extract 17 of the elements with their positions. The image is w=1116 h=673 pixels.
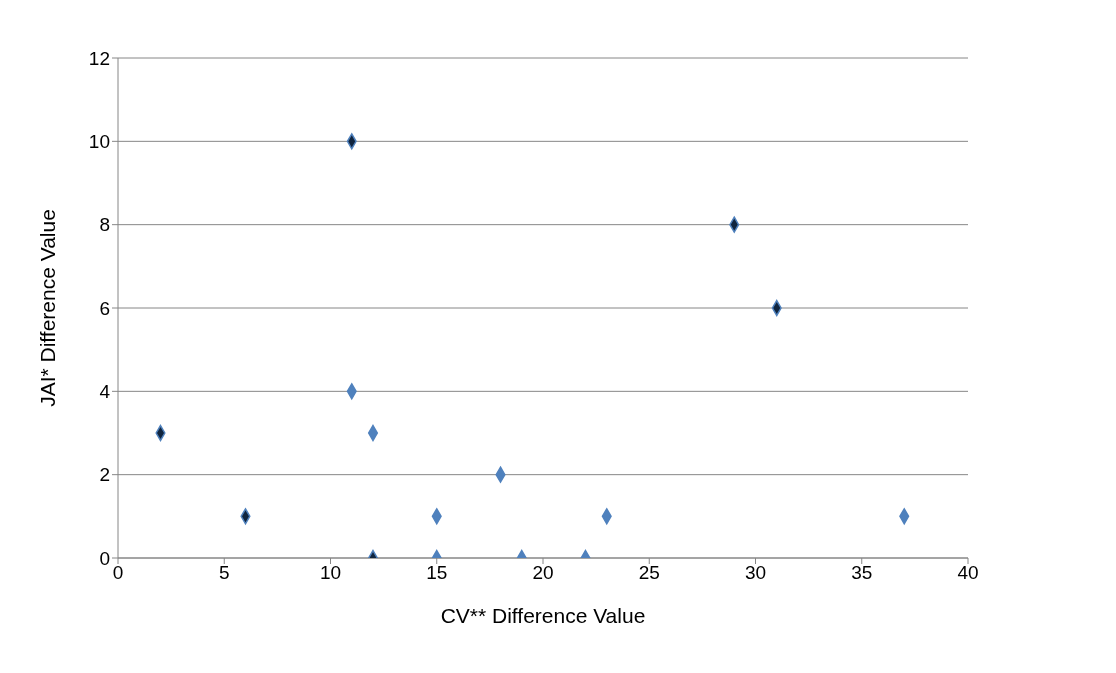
x-tick-label: 15 — [426, 562, 448, 584]
y-tick-label: 4 — [99, 381, 111, 403]
x-tick-label: 40 — [957, 562, 979, 584]
y-tick-label: 12 — [88, 47, 110, 69]
x-axis-title: CV** Difference Value — [440, 604, 646, 627]
y-tick-label: 2 — [99, 464, 110, 486]
x-tick-label: 20 — [532, 562, 554, 584]
y-tick-label: 10 — [88, 131, 110, 153]
y-tick-label: 6 — [99, 297, 110, 319]
x-tick-label: 35 — [851, 562, 873, 584]
y-axis-title: JAI* Difference Value — [36, 209, 60, 407]
y-tick-label: 8 — [99, 214, 110, 236]
x-tick-label: 30 — [744, 562, 767, 584]
x-tick-label: 10 — [319, 562, 342, 584]
x-tick-label: 25 — [638, 562, 660, 584]
x-tick-label: 5 — [218, 562, 230, 584]
y-tick-label: 0 — [99, 547, 110, 569]
